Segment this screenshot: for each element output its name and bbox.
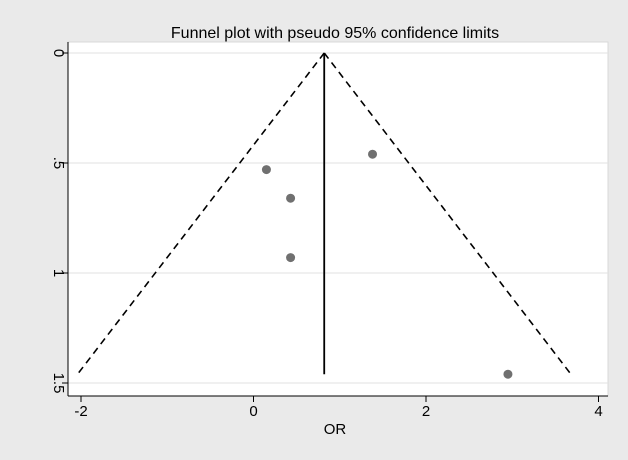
y-tick-label: .5 (50, 157, 67, 170)
x-tick-label: 2 (422, 403, 430, 420)
y-tick-label: 1.5 (50, 373, 67, 394)
axes: 0 .5 1 1.5 -2 0 2 4 (50, 42, 608, 420)
x-tick-label: -2 (74, 403, 87, 420)
data-point (503, 369, 513, 379)
lower-confidence-limit (76, 52, 325, 375)
y-tick-label: 0 (50, 49, 67, 57)
upper-confidence-limit (323, 52, 572, 375)
y-tick-label: 1 (50, 269, 67, 277)
x-tick-label: 4 (594, 403, 602, 420)
data-point (368, 149, 378, 159)
chart-title: Funnel plot with pseudo 95% confidence l… (171, 25, 499, 42)
confidence-limits (76, 52, 572, 375)
data-point (286, 253, 296, 263)
data-points (261, 149, 513, 379)
gridlines (68, 52, 608, 384)
data-point (261, 165, 271, 175)
x-axis-label: OR (324, 421, 347, 438)
data-point (286, 193, 296, 203)
plot-area (67, 41, 609, 397)
x-tick-label: 0 (249, 403, 257, 420)
